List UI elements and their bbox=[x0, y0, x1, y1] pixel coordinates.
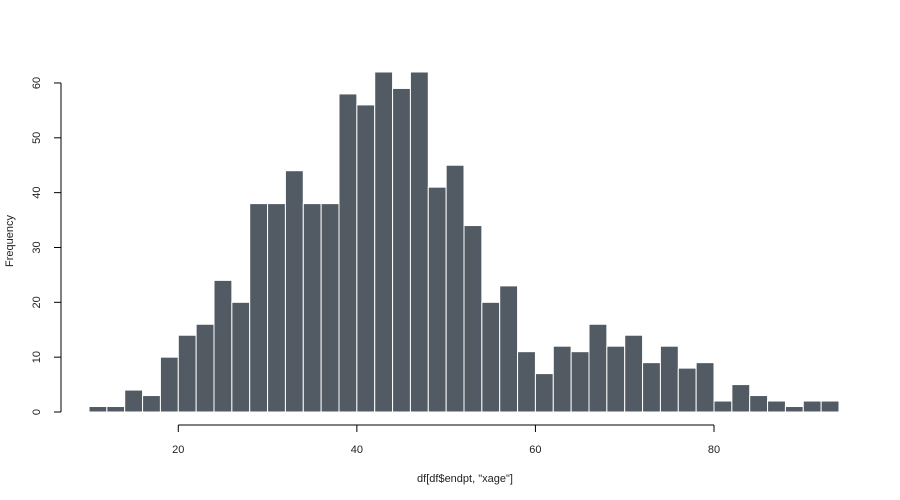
bars-group bbox=[88, 71, 840, 413]
histogram-bar bbox=[499, 285, 519, 413]
histogram-bar bbox=[267, 203, 286, 413]
histogram-bar bbox=[124, 389, 144, 413]
histogram-bar bbox=[642, 362, 661, 413]
histogram-bar bbox=[249, 203, 269, 413]
histogram-bar bbox=[195, 323, 215, 413]
histogram-bar bbox=[177, 334, 197, 413]
histogram-bar bbox=[213, 279, 233, 413]
histogram-bar bbox=[659, 345, 679, 413]
histogram-bar bbox=[695, 362, 715, 413]
histogram-bar bbox=[749, 395, 769, 413]
histogram-bar bbox=[284, 170, 304, 413]
histogram-bar bbox=[159, 356, 179, 413]
histogram-bar bbox=[552, 345, 572, 413]
x-tick-label: 60 bbox=[529, 444, 541, 456]
histogram-bar bbox=[427, 186, 447, 413]
histogram-bar bbox=[463, 225, 483, 413]
x-tick-label: 80 bbox=[708, 444, 720, 456]
histogram-bar bbox=[320, 203, 340, 413]
histogram-bar bbox=[677, 367, 697, 413]
y-tick-label: 60 bbox=[31, 77, 43, 89]
histogram-bar bbox=[534, 373, 554, 413]
histogram-bar bbox=[231, 301, 251, 413]
histogram-bar bbox=[731, 384, 751, 413]
histogram-bar bbox=[624, 334, 644, 413]
histogram-bar bbox=[392, 87, 411, 413]
y-tick-label: 20 bbox=[31, 296, 43, 308]
histogram-bar bbox=[606, 345, 626, 413]
histogram-bar bbox=[409, 71, 429, 413]
y-tick-label: 40 bbox=[31, 187, 43, 199]
y-tick-label: 50 bbox=[31, 132, 43, 144]
histogram-bar bbox=[106, 406, 126, 413]
x-axis-title: df[df$endpt, "xage"] bbox=[417, 473, 513, 485]
histogram-bar bbox=[802, 400, 822, 413]
y-tick-label: 0 bbox=[31, 409, 43, 415]
x-tick-label: 40 bbox=[351, 444, 363, 456]
histogram-bar bbox=[302, 203, 322, 413]
y-tick-label: 30 bbox=[31, 241, 43, 253]
histogram-bar bbox=[588, 323, 608, 413]
y-axis-title: Frequency bbox=[4, 215, 16, 267]
histogram-bar bbox=[570, 351, 590, 413]
histogram-bar bbox=[784, 406, 804, 413]
histogram-bar bbox=[445, 164, 465, 413]
histogram-bar bbox=[356, 104, 376, 413]
y-tick-label: 10 bbox=[31, 351, 43, 363]
histogram-bar bbox=[820, 400, 840, 413]
histogram-bar bbox=[517, 351, 536, 413]
x-tick-label: 20 bbox=[172, 444, 184, 456]
histogram-bar bbox=[481, 301, 501, 413]
histogram-bar bbox=[142, 395, 161, 413]
histogram-bar bbox=[767, 400, 786, 413]
histogram-bar bbox=[88, 406, 108, 413]
histogram-bar bbox=[338, 93, 358, 413]
histogram-bar bbox=[713, 400, 733, 413]
histogram-bar bbox=[374, 71, 394, 413]
axes-group: 20 40 60 80 0 10 20 30 40 50 60 bbox=[31, 77, 720, 456]
